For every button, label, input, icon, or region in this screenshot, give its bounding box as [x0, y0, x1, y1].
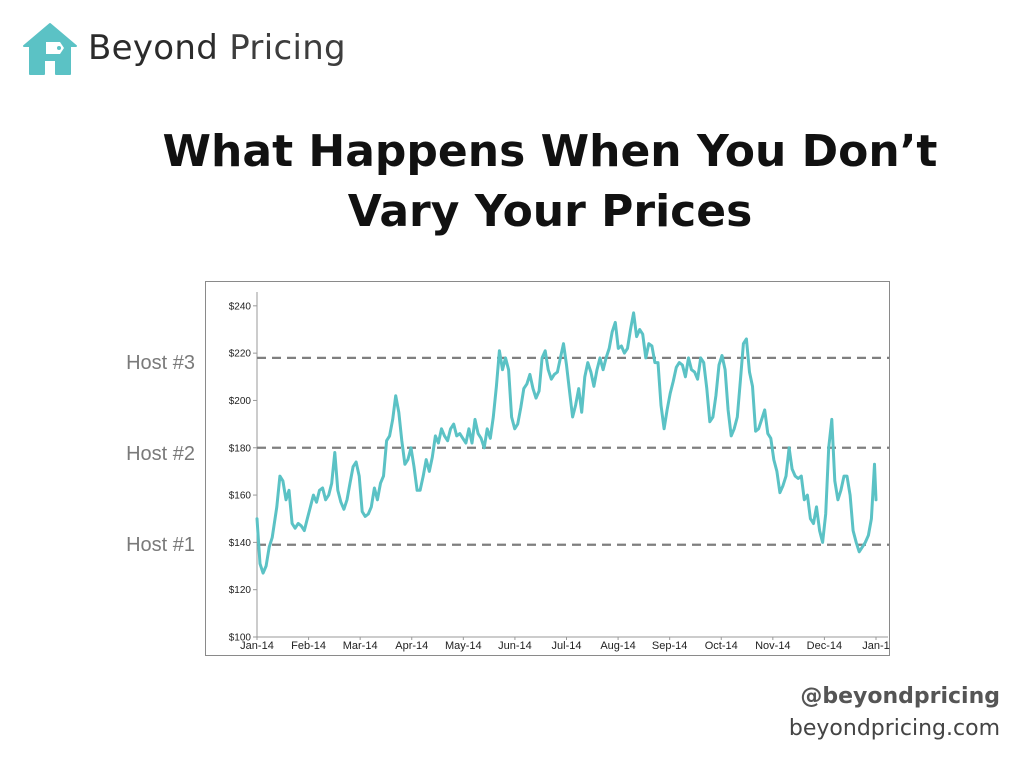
y-tick-label: $220 [229, 349, 252, 360]
y-tick-label: $100 [229, 633, 252, 644]
price-chart-svg: $100 $120 $140 $160 $180 $200 $220 $240 Jan-14 Fe… [229, 292, 890, 652]
y-tick-label: $120 [229, 585, 252, 596]
brand-name: Beyond Pricing [88, 28, 346, 68]
x-tick-label: Jul-14 [552, 640, 582, 652]
house-tag-icon [23, 23, 77, 75]
x-tick-label: Nov-14 [755, 640, 790, 652]
x-tick-label: Oct-14 [705, 640, 738, 652]
brand-logo: Beyond Pricing [22, 22, 352, 78]
y-tick-label: $160 [229, 491, 252, 502]
x-tick-label: Jun-14 [498, 640, 532, 652]
host-label-1: Host #1 [126, 534, 195, 556]
y-tick-label: $140 [229, 538, 252, 549]
host-label-3: Host #3 [126, 352, 195, 374]
y-tick-label: $180 [229, 443, 252, 454]
brand-name-light: Pricing [229, 28, 346, 68]
x-tick-label: Mar-14 [343, 640, 378, 652]
x-tick-label: Dec-14 [807, 640, 842, 652]
slide-title: What Happens When You Don’t Vary Your Pr… [162, 126, 938, 237]
brand-name-bold: Beyond [88, 28, 219, 68]
price-chart: $100 $120 $140 $160 $180 $200 $220 $240 Jan-14 Fe… [205, 281, 890, 656]
y-tick-label: $240 [229, 301, 252, 312]
x-tick-label: Apr-14 [395, 640, 428, 652]
x-tick-label: Jan-14 [240, 640, 274, 652]
y-tick-label: $200 [229, 396, 252, 407]
x-tick-label: Jan-1 [862, 640, 890, 652]
website-url: beyondpricing.com [788, 716, 1000, 741]
host-label-2: Host #2 [126, 443, 195, 465]
twitter-handle: @beyondpricing [800, 684, 1000, 709]
x-tick-label: Aug-14 [600, 640, 635, 652]
price-series-line [255, 311, 878, 575]
x-tick-label: May-14 [445, 640, 482, 652]
x-tick-label: Feb-14 [291, 640, 326, 652]
x-tick-label: Sep-14 [652, 640, 687, 652]
